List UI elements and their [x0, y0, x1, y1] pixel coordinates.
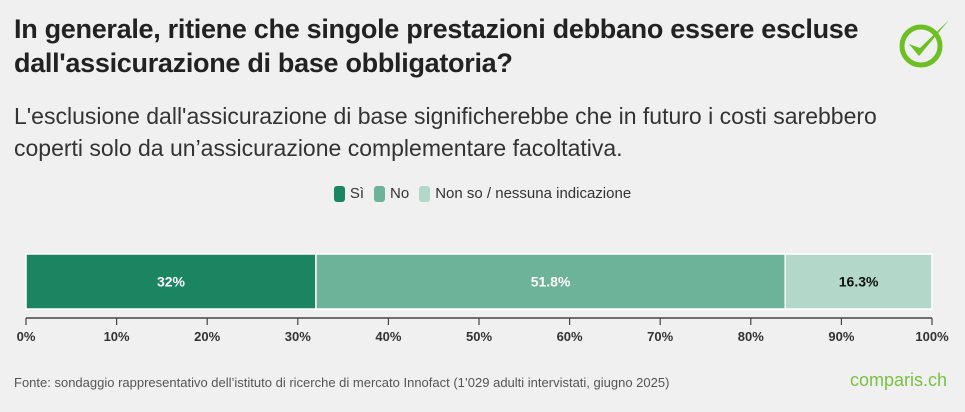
x-tick-label: 70% — [647, 329, 673, 344]
bar-segment-2 — [784, 253, 933, 310]
x-tick-label: 0% — [17, 329, 36, 344]
legend-label: No — [390, 185, 410, 202]
legend: Sì No Non so / nessuna indicazione — [0, 185, 965, 202]
check-circle-icon — [899, 20, 949, 68]
comparis-logo: comparis.ch — [850, 370, 948, 390]
chart-title: In generale, ritiene che singole prestaz… — [14, 14, 859, 78]
legend-item-non-so: Non so / nessuna indicazione — [419, 185, 631, 202]
source-note: Fonte: sondaggio rappresentativo dell’is… — [14, 375, 670, 390]
x-tick-label: 30% — [285, 329, 311, 344]
x-tick-label: 90% — [828, 329, 854, 344]
x-tick-label: 60% — [557, 329, 583, 344]
x-tick-label: 80% — [738, 329, 764, 344]
x-tick-label: 40% — [375, 329, 401, 344]
chart-subtitle: L'esclusione dall'assicurazione di base … — [14, 103, 877, 161]
legend-label: Non so / nessuna indicazione — [435, 185, 632, 202]
bar-segment-1 — [315, 253, 786, 310]
bar-label: 32% — [157, 274, 186, 290]
x-tick-label: 100% — [915, 329, 949, 344]
x-tick-label: 50% — [466, 329, 492, 344]
legend-label: Sì — [349, 185, 365, 202]
bar-label: 16.3% — [839, 274, 879, 290]
x-tick-label: 20% — [194, 329, 220, 344]
legend-item-no: No — [374, 185, 409, 202]
legend-swatch — [419, 185, 431, 202]
bar-label: 51.8% — [531, 274, 571, 290]
legend-swatch — [333, 185, 345, 202]
bar-segment-0 — [25, 253, 317, 310]
legend-swatch — [374, 185, 386, 202]
stacked-bar-chart: 32% 51.8% 16.3% 0% 10% 20% 30% 40% 50% 60% 70% 80% 9… — [17, 253, 949, 344]
legend-item-si: Sì — [333, 185, 365, 202]
x-tick-label: 10% — [104, 329, 130, 344]
